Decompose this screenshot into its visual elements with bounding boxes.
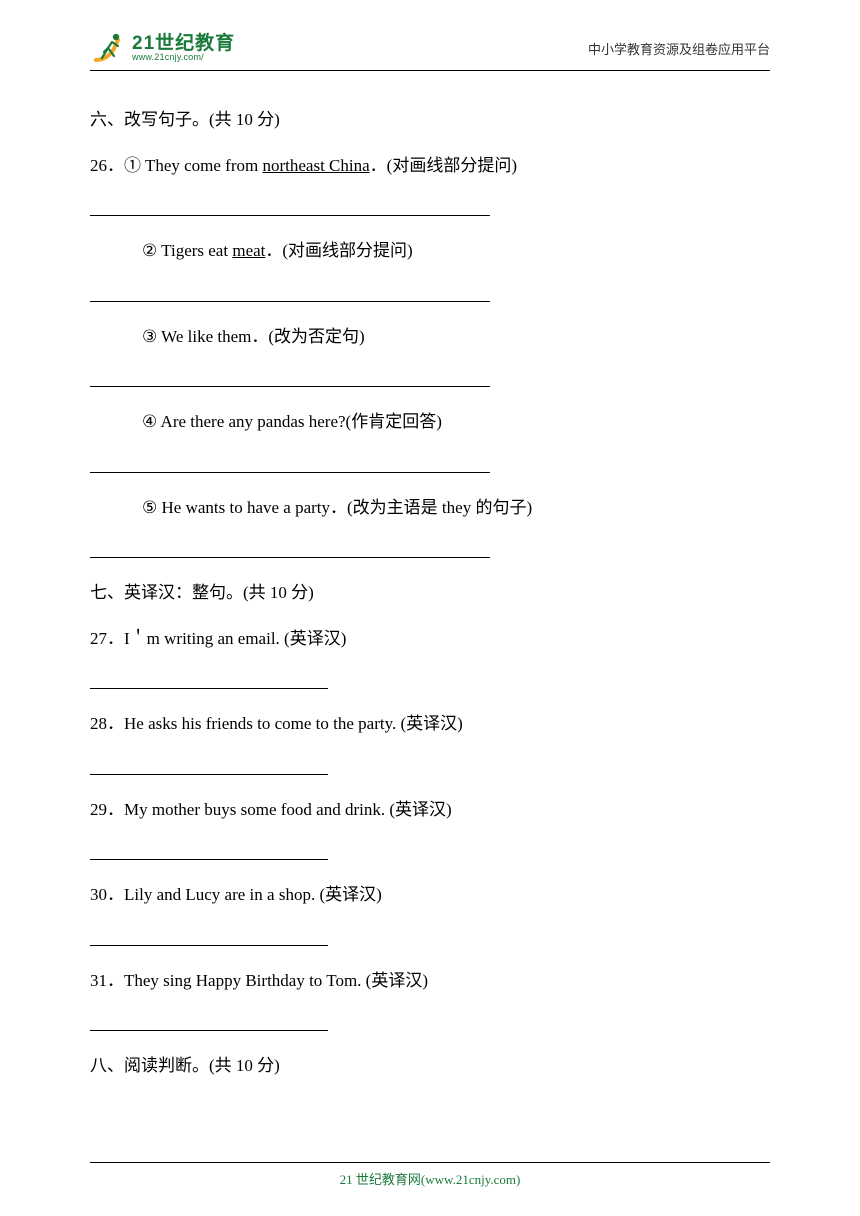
answer-blank[interactable]	[90, 198, 490, 216]
answer-blank[interactable]	[90, 671, 328, 689]
q26-num: 26．	[90, 156, 124, 175]
q26-2-suffix: ．(对画线部分提问)	[265, 241, 412, 260]
answer-blank[interactable]	[90, 369, 490, 387]
logo-cn-label: 21世纪教育	[132, 34, 235, 53]
logo-text: 21世纪教育 www.21cnjy.com/	[132, 34, 235, 62]
answer-blank[interactable]	[90, 757, 328, 775]
logo-block: 21世纪教育 www.21cnjy.com/	[90, 30, 235, 66]
q28: 28．He asks his friends to come to the pa…	[90, 711, 770, 737]
answer-blank[interactable]	[90, 455, 490, 473]
page: 21世纪教育 www.21cnjy.com/ 中小学教育资源及组卷应用平台 六、…	[0, 0, 860, 1216]
logo-url-label: www.21cnjy.com/	[132, 53, 235, 62]
answer-blank[interactable]	[90, 540, 490, 558]
q29: 29．My mother buys some food and drink. (…	[90, 797, 770, 823]
q26-1-suffix: ．(对画线部分提问)	[370, 156, 517, 175]
q26-2-underline: meat	[232, 241, 265, 260]
q26-2: ② Tigers eat meat．(对画线部分提问)	[90, 238, 770, 264]
answer-blank[interactable]	[90, 1013, 328, 1031]
page-header: 21世纪教育 www.21cnjy.com/ 中小学教育资源及组卷应用平台	[90, 30, 770, 71]
section-8-title: 八、阅读判断。(共 10 分)	[90, 1053, 770, 1079]
content-body: 六、改写句子。(共 10 分) 26．① They come from nort…	[90, 107, 770, 1079]
header-right-text: 中小学教育资源及组卷应用平台	[588, 39, 770, 58]
section-6-title: 六、改写句子。(共 10 分)	[90, 107, 770, 133]
page-footer: 21 世纪教育网(www.21cnjy.com)	[90, 1162, 770, 1188]
q27: 27．I＇m writing an email. (英译汉)	[90, 626, 770, 652]
answer-blank[interactable]	[90, 928, 328, 946]
q31: 31．They sing Happy Birthday to Tom. (英译汉…	[90, 968, 770, 994]
q26-3: ③ We like them．(改为否定句)	[90, 324, 770, 350]
q26-1-prefix: ① They come from	[124, 156, 262, 175]
answer-blank[interactable]	[90, 284, 490, 302]
q26-1-underline: northeast China	[262, 156, 369, 175]
q26-4: ④ Are there any pandas here?(作肯定回答)	[90, 409, 770, 435]
q26-2-prefix: ② Tigers eat	[142, 241, 232, 260]
q26-5: ⑤ He wants to have a party．(改为主语是 they 的…	[90, 495, 770, 521]
footer-text: 21 世纪教育网(www.21cnjy.com)	[340, 1172, 521, 1187]
runner-icon	[90, 30, 126, 66]
q30: 30．Lily and Lucy are in a shop. (英译汉)	[90, 882, 770, 908]
answer-blank[interactable]	[90, 842, 328, 860]
q26-1: 26．① They come from northeast China．(对画线…	[90, 153, 770, 179]
section-7-title: 七、英译汉：整句。(共 10 分)	[90, 580, 770, 606]
